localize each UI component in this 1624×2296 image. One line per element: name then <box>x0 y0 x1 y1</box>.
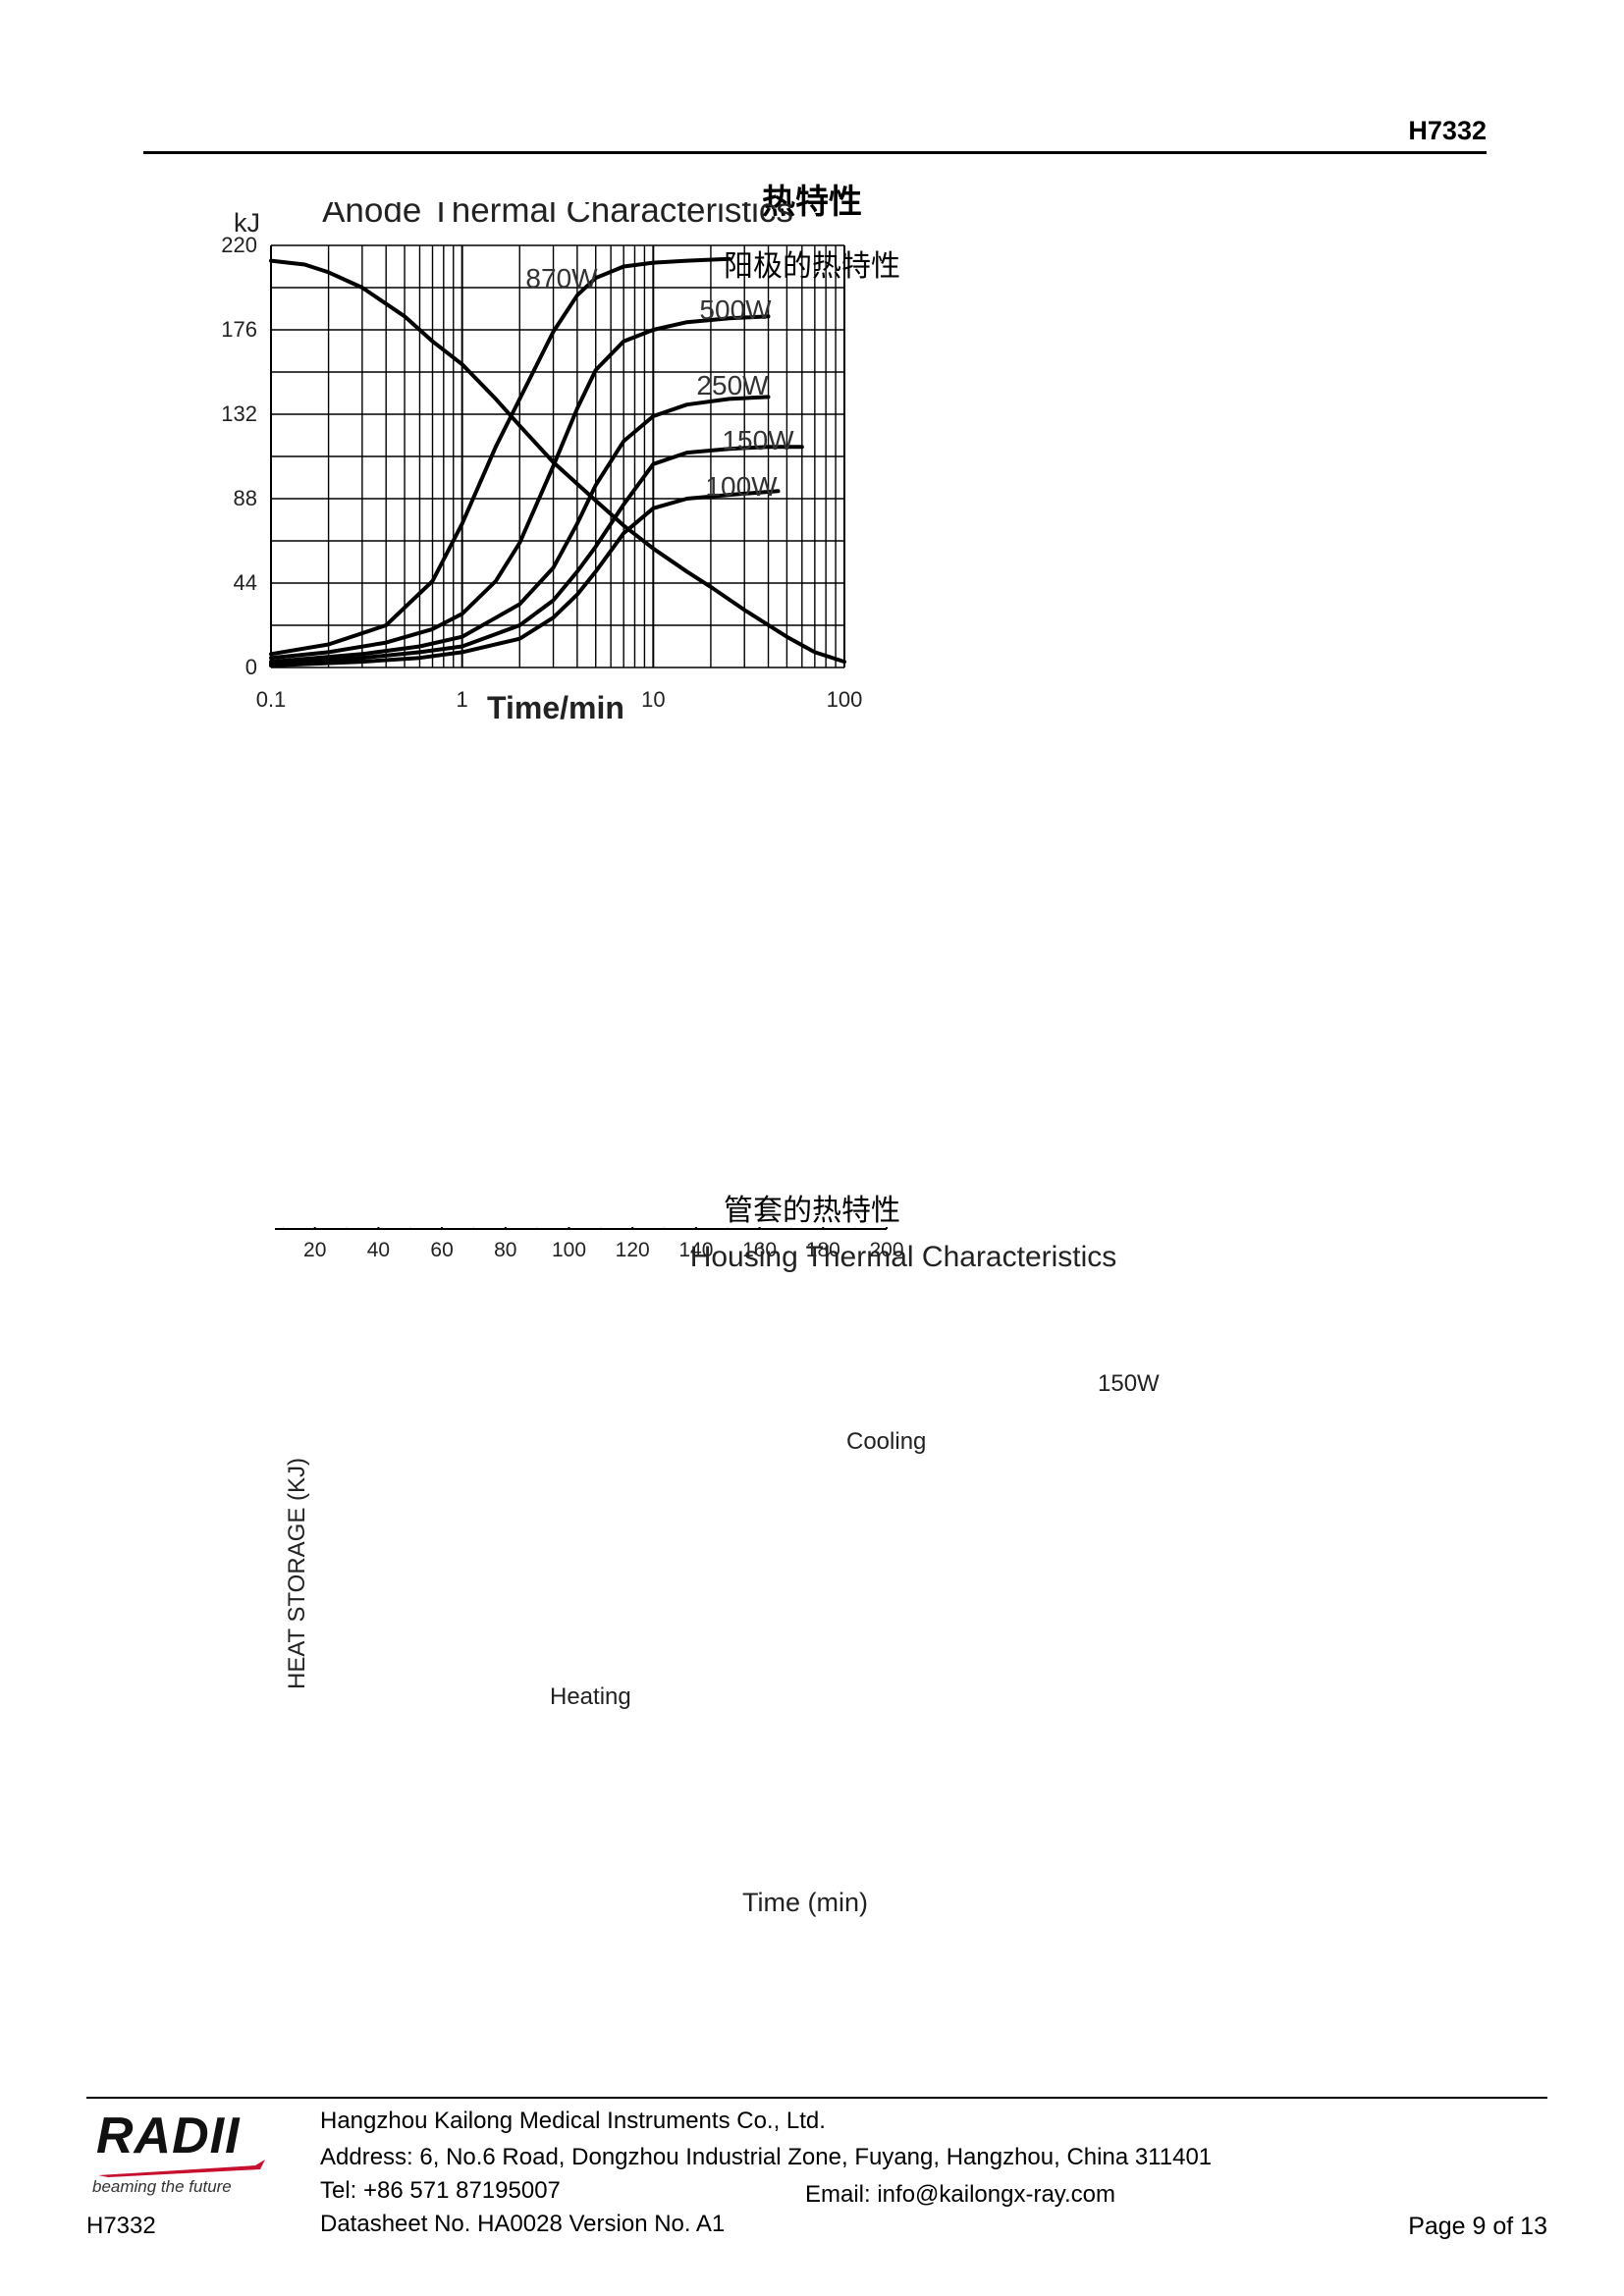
footer-address: Address: 6, No.6 Road, Dongzhou Industri… <box>320 2144 1213 2170</box>
anode-series-line-500w <box>269 314 771 661</box>
anode-series-labels: 870W 500W 250W 150W 100W <box>525 263 794 502</box>
anode-series-label-100w: 100W <box>705 471 778 502</box>
housing-ticks: 9008007006005004003002001000020406080100… <box>303 1239 904 1261</box>
footer-company: Hangzhou Kailong Medical Instruments Co.… <box>320 2108 826 2134</box>
anode-y-tick-label: 220 <box>221 233 257 257</box>
housing-label-cooling: Cooling <box>846 1428 926 1455</box>
anode-x-label: Time/min <box>487 690 624 725</box>
footer-email: Email: info@kailongx-ray.com <box>805 2181 1116 2208</box>
housing-label-heating: Heating <box>550 1683 631 1710</box>
footer-tel: Tel: +86 571 87195007 <box>320 2177 561 2204</box>
footer-model: H7332 <box>86 2213 156 2239</box>
anode-y-unit: kJ <box>234 208 260 238</box>
anode-y-tick-label: 44 <box>234 570 257 595</box>
page-number: Page 9 of 13 <box>1408 2213 1547 2240</box>
anode-series-line-100w <box>269 489 781 667</box>
housing-x-tick-label: 100 <box>552 1239 586 1261</box>
housing-x-label: Time (min) <box>742 1888 868 1917</box>
housing-chart: Housing Thermal Characteristics 90080070… <box>275 1227 1160 1917</box>
housing-x-tick-label: 160 <box>742 1239 777 1261</box>
housing-x-tick-label: 60 <box>430 1239 453 1261</box>
radii-logo: RADII <box>96 2108 241 2164</box>
footer-rule <box>86 2097 1547 2099</box>
footer-datasheet: Datasheet No. HA0028 Version No. A1 <box>320 2211 726 2237</box>
anode-y-tick-label: 132 <box>221 401 257 426</box>
housing-label-150w: 150W <box>1098 1370 1160 1397</box>
anode-series-line-150w <box>269 445 804 667</box>
housing-x-tick-label: 140 <box>678 1239 713 1261</box>
housing-subtitle: 管套的热特性 <box>724 1194 900 1228</box>
housing-x-tick-label: 200 <box>869 1239 903 1261</box>
anode-chart: Anode Thermal Characteristics kJ 220 176 1… <box>221 202 862 725</box>
housing-y-label: HEAT STORAGE (KJ) <box>284 1458 310 1689</box>
anode-series-label-500w: 500W <box>699 294 772 325</box>
anode-series-label-150w: 150W <box>722 425 794 455</box>
logo-tagline: beaming the future <box>92 2177 232 2196</box>
anode-y-tick-label: 0 <box>245 655 257 679</box>
header-model: H7332 <box>1408 116 1487 145</box>
anode-series-label-250w: 250W <box>696 370 769 400</box>
anode-series-line-250w <box>269 395 771 665</box>
anode-subtitle: 阳极的热特性 <box>724 249 900 284</box>
anode-ticks: 220 176 132 88 44 0 0.1 1 10 100 <box>221 233 862 712</box>
housing-chart-title: Housing Thermal Characteristics <box>690 1241 1117 1273</box>
anode-y-tick-label: 176 <box>221 317 257 342</box>
anode-x-tick-label: 100 <box>827 687 863 712</box>
anode-x-tick-label: 10 <box>641 687 665 712</box>
anode-x-tick-label: 0.1 <box>256 687 287 712</box>
anode-series-line-cooling <box>269 258 846 665</box>
header-rule <box>143 151 1487 154</box>
anode-chart-title: Anode Thermal Characteristics <box>322 202 793 230</box>
housing-grid <box>275 1227 888 1230</box>
housing-x-tick-label: 80 <box>494 1239 516 1261</box>
anode-x-tick-label: 1 <box>457 687 468 712</box>
anode-series-line-870w <box>269 256 731 657</box>
anode-series <box>269 256 846 667</box>
logo-swoosh-icon <box>98 2160 265 2177</box>
housing-x-tick-label: 120 <box>616 1239 650 1261</box>
anode-series-label-870w: 870W <box>525 263 598 294</box>
housing-x-tick-label: 20 <box>303 1239 326 1261</box>
housing-x-tick-label: 40 <box>367 1239 390 1261</box>
anode-y-tick-label: 88 <box>234 486 257 510</box>
housing-x-tick-label: 180 <box>806 1239 840 1261</box>
anode-grid <box>270 244 845 668</box>
page-title: 热特性 <box>762 183 862 222</box>
